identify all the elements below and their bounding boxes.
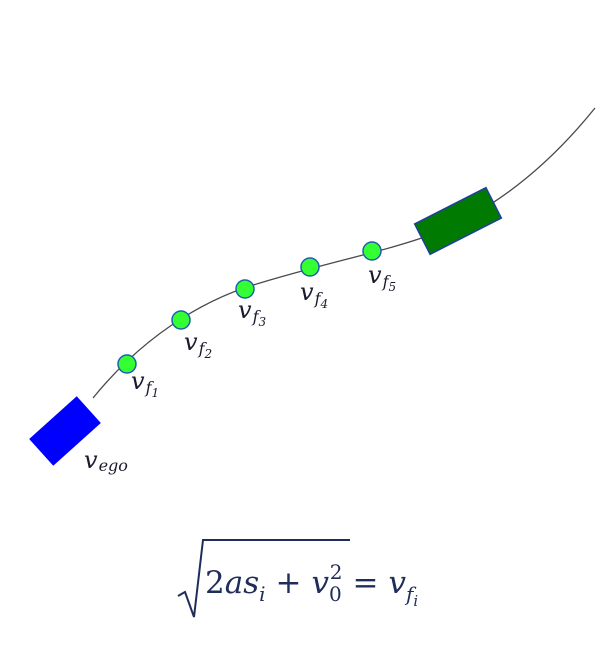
ego-label: vego (84, 446, 128, 475)
road-path (92, 107, 596, 399)
formula-radical-sign (177, 539, 350, 618)
waypoint-2 (171, 310, 191, 330)
waypoint-label-4: vf4 (300, 278, 328, 311)
ego-vehicle (29, 396, 101, 466)
waypoint-1 (117, 354, 137, 374)
waypoint-label-2: vf2 (184, 328, 212, 361)
front-vehicle (413, 186, 503, 256)
waypoint-3 (235, 279, 255, 299)
formula: 2asi + v02 = vfi (177, 539, 418, 618)
waypoint-4 (300, 257, 320, 277)
waypoint-label-1: vf1 (131, 367, 159, 400)
waypoint-label-3: vf3 (238, 296, 266, 329)
formula-expression: 2asi + v02 = vfi (205, 560, 418, 610)
waypoint-5 (362, 241, 382, 261)
waypoint-label-5: vf5 (368, 261, 396, 294)
